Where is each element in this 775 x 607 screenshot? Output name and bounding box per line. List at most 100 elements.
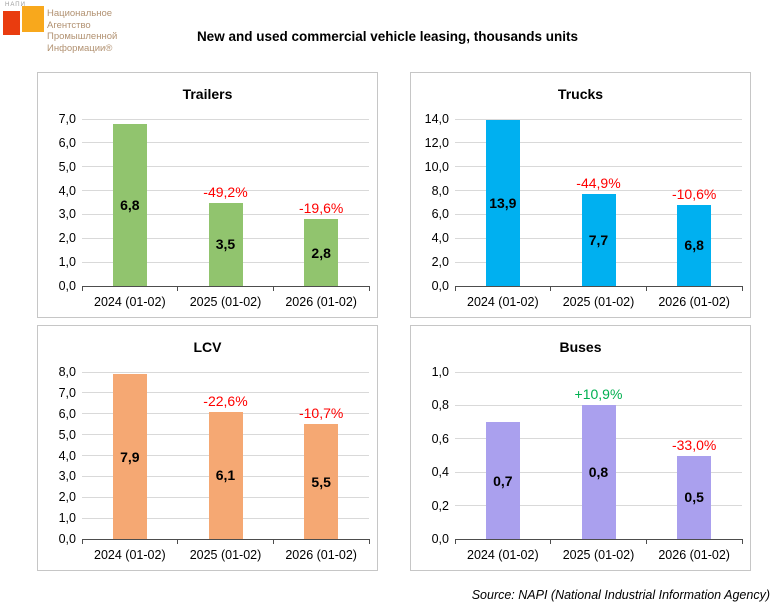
- change-label: -19,6%: [298, 200, 344, 217]
- change-label: -33,0%: [671, 436, 717, 453]
- gridline: [82, 118, 369, 120]
- axis-tick: [177, 539, 179, 544]
- axis-tick: [81, 539, 83, 544]
- bar: [677, 455, 712, 539]
- x-axis-category-label: 2024 (01-02): [467, 548, 539, 562]
- bar-value-label: 5,5: [311, 473, 331, 490]
- y-axis-tick-label: 0,0: [431, 279, 449, 293]
- change-label: -49,2%: [203, 183, 248, 200]
- y-axis-tick-label: 0,2: [431, 498, 449, 513]
- source-caption: Source: NAPI (National Industrial Inform…: [471, 588, 770, 602]
- chart-panel-lcv: LCV 0,0 1,0 2,0 3,0 4,0 5,0 6,0 7,0 8,0 7,9 2024 (…: [37, 325, 378, 571]
- y-axis-tick-label: 0,6: [431, 431, 449, 446]
- bar-value-label: 0,8: [588, 464, 609, 481]
- gridline: [82, 371, 369, 373]
- y-axis-tick-label: 1,0: [58, 255, 76, 270]
- napi-logo-text-line: Информации®: [47, 42, 113, 54]
- change-label: -44,9%: [576, 175, 621, 192]
- y-axis-tick-label: 14,0: [424, 112, 449, 126]
- y-axis-tick-label: 0,8: [431, 398, 449, 413]
- napi-logo-red-square: [3, 11, 20, 35]
- x-axis-line: [82, 539, 370, 540]
- chart-panel-buses: Buses 0,0 0,2 0,4 0,6 0,8 1,0 0,7 2024 (01-02) 0…: [410, 325, 751, 571]
- bar-value-label: 0,5: [684, 489, 704, 506]
- gridline: [455, 142, 742, 144]
- x-axis-category-label: 2025 (01-02): [562, 295, 635, 309]
- axis-tick: [368, 539, 370, 544]
- gridline: [82, 166, 369, 168]
- y-axis-tick-label: 2,0: [58, 231, 76, 246]
- y-axis-tick-label: 6,0: [58, 135, 76, 150]
- napi-logo-orange-square: [22, 6, 44, 32]
- y-axis-tick-label: 2,0: [58, 490, 76, 505]
- axis-tick: [454, 539, 456, 544]
- napi-logo-text-line: Агентство: [47, 19, 91, 31]
- napi-logo-text-line: Промышленной: [47, 31, 118, 42]
- y-axis-tick-label: 2,0: [431, 255, 449, 270]
- y-axis-tick-label: 0,0: [58, 279, 76, 293]
- axis-tick: [177, 286, 179, 291]
- axis-tick: [272, 539, 274, 544]
- napi-logo: НАПИ Национальное Агентство Промышленной…: [3, 2, 143, 60]
- bar-value-label: 7,7: [588, 232, 609, 249]
- axis-tick: [645, 286, 647, 291]
- bar: [208, 202, 243, 286]
- y-axis-tick-label: 4,0: [58, 183, 76, 198]
- chart-title: LCV: [193, 339, 222, 355]
- bar-value-label: 6,8: [120, 196, 140, 213]
- bar: [581, 194, 616, 286]
- axis-tick: [645, 539, 647, 544]
- chart-title: Trucks: [557, 86, 604, 102]
- axis-tick: [81, 286, 83, 291]
- y-axis-tick-label: 7,0: [58, 385, 76, 400]
- axis-tick: [368, 286, 370, 291]
- axis-tick: [454, 286, 456, 291]
- y-axis-tick-label: 0,0: [58, 532, 76, 546]
- x-axis-category-label: 2026 (01-02): [658, 548, 730, 562]
- x-axis-line: [455, 286, 743, 287]
- y-axis-tick-label: 3,0: [58, 469, 76, 484]
- y-axis-tick-label: 7,0: [58, 112, 76, 126]
- change-label: -10,6%: [671, 185, 717, 202]
- x-axis-category-label: 2024 (01-02): [467, 295, 539, 309]
- napi-logo-text-line: Национальное: [47, 8, 113, 19]
- page-title: New and used commercial vehicle leasing,…: [196, 29, 579, 44]
- bar: [112, 374, 147, 539]
- bar: [304, 424, 339, 539]
- axis-tick: [550, 539, 552, 544]
- bar-value-label: 13,9: [489, 195, 517, 212]
- y-axis-tick-label: 12,0: [424, 135, 449, 150]
- gridline: [455, 166, 742, 168]
- y-axis-tick-label: 6,0: [58, 406, 76, 421]
- bar-value-label: 6,8: [684, 237, 704, 254]
- bar: [208, 411, 243, 539]
- axis-tick: [550, 286, 552, 291]
- bar: [304, 219, 339, 286]
- bar-value-label: 3,5: [215, 236, 236, 253]
- bar-value-label: 7,9: [120, 448, 140, 465]
- y-axis-tick-label: 8,0: [431, 183, 449, 198]
- y-axis-tick-label: 1,0: [58, 511, 76, 526]
- y-axis-tick-label: 6,0: [431, 207, 449, 222]
- bar-value-label: 2,8: [311, 244, 331, 261]
- x-axis-category-label: 2025 (01-02): [189, 295, 262, 309]
- gridline: [455, 190, 742, 192]
- bar-value-label: 0,7: [493, 472, 513, 489]
- x-axis-category-label: 2025 (01-02): [189, 548, 262, 562]
- y-axis-tick-label: 10,0: [424, 159, 449, 174]
- gridline: [82, 190, 369, 192]
- x-axis-category-label: 2024 (01-02): [94, 295, 166, 309]
- napi-logo-wordmark: НАПИ: [5, 2, 26, 8]
- y-axis-tick-label: 0,0: [431, 532, 449, 546]
- bar: [677, 204, 712, 286]
- y-axis-tick-label: 5,0: [58, 427, 76, 442]
- axis-tick: [741, 286, 743, 291]
- y-axis-tick-label: 0,4: [431, 465, 449, 480]
- bar: [581, 405, 616, 539]
- chart-title: Trailers: [182, 86, 233, 102]
- axis-tick: [741, 539, 743, 544]
- change-label: -10,7%: [298, 405, 344, 422]
- x-axis-category-label: 2026 (01-02): [658, 295, 730, 309]
- chart-title: Buses: [559, 339, 602, 355]
- gridline: [82, 142, 369, 144]
